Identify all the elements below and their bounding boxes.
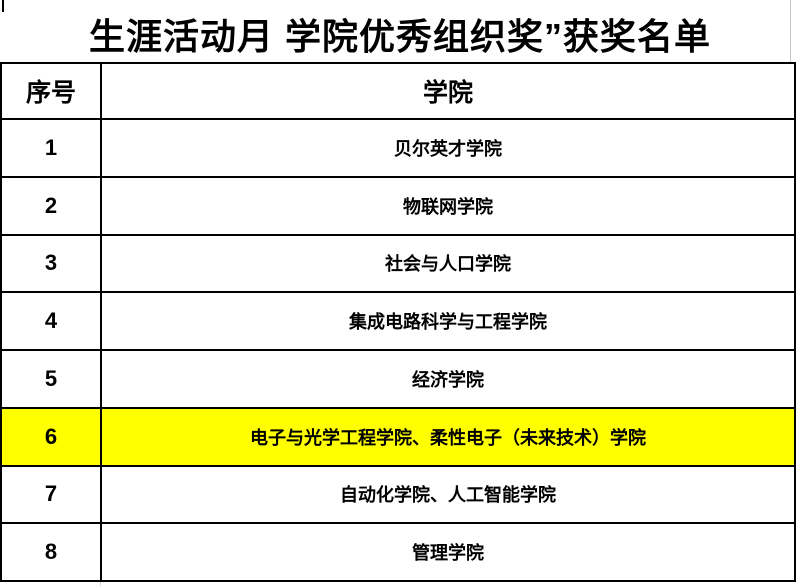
table-row: 8 管理学院: [0, 522, 796, 582]
table-body: 1 贝尔英才学院 2 物联网学院 3 社会与人口学院 4 集成电路科学与工程学院 5 经济学院 6 电…: [0, 118, 796, 582]
college-cell: 物联网学院: [100, 175, 796, 236]
table-row: 7 自动化学院、人工智能学院: [0, 464, 796, 525]
table-row: 4 集成电路科学与工程学院: [0, 291, 796, 351]
row-number-cell: 3: [0, 233, 102, 294]
header-row: 序号 学院: [0, 62, 796, 120]
table-row: 5 经济学院: [0, 349, 796, 409]
row-number-cell: 8: [0, 522, 102, 582]
header-cell-no: 序号: [0, 62, 102, 120]
college-cell: 贝尔英才学院: [100, 118, 796, 178]
college-cell: 集成电路科学与工程学院: [100, 291, 796, 351]
border-fragment-top-left: [2, 0, 4, 12]
college-cell: 自动化学院、人工智能学院: [100, 464, 796, 525]
row-number-cell: 5: [0, 349, 102, 409]
header-cell-college: 学院: [100, 62, 796, 120]
row-number-cell: 6: [0, 406, 102, 467]
college-cell: 管理学院: [100, 522, 796, 582]
gridline-fragment-right: [790, 0, 791, 62]
row-number-cell: 7: [0, 464, 102, 525]
page-title: 生涯活动月 学院优秀组织奖”获奖名单: [88, 16, 711, 57]
college-cell: 社会与人口学院: [100, 233, 796, 294]
table-row: 6 电子与光学工程学院、柔性电子（未来技术）学院: [0, 406, 796, 467]
table-row: 2 物联网学院: [0, 175, 796, 236]
row-number-cell: 1: [0, 118, 102, 178]
college-cell: 电子与光学工程学院、柔性电子（未来技术）学院: [100, 406, 796, 467]
college-cell: 经济学院: [100, 349, 796, 409]
gridline-fragment-bottom: [100, 580, 101, 586]
row-number-cell: 2: [0, 175, 102, 236]
table-row: 1 贝尔英才学院: [0, 118, 796, 178]
award-table: 序号 学院 1 贝尔英才学院 2 物联网学院 3 社会与人口学院 4 集成电路科学与工程学院 5…: [0, 62, 796, 582]
table-row: 3 社会与人口学院: [0, 233, 796, 294]
row-number-cell: 4: [0, 291, 102, 351]
